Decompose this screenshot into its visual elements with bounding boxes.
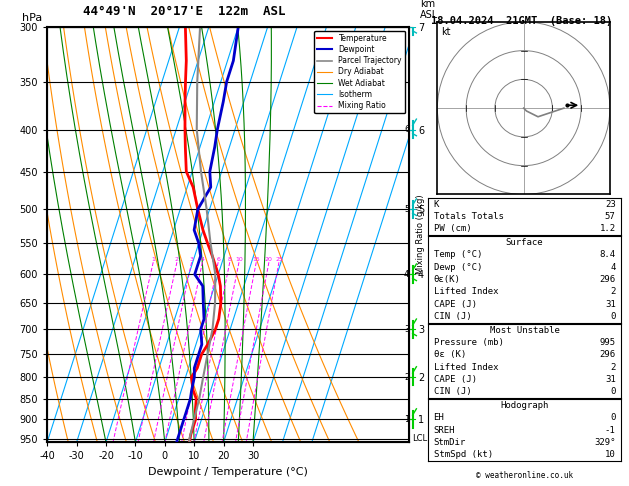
Text: CIN (J): CIN (J)	[433, 312, 471, 321]
Text: 5: 5	[404, 205, 409, 214]
Text: 44°49'N  20°17'E  122m  ASL: 44°49'N 20°17'E 122m ASL	[84, 5, 286, 18]
Text: 31: 31	[605, 300, 616, 309]
Text: 2: 2	[610, 363, 616, 372]
Text: 4: 4	[610, 262, 616, 272]
Text: 0: 0	[610, 387, 616, 397]
Text: km
ASL: km ASL	[420, 0, 438, 20]
Text: 0: 0	[610, 413, 616, 422]
Text: EH: EH	[433, 413, 444, 422]
Text: 10: 10	[235, 257, 243, 262]
Text: 296: 296	[599, 350, 616, 359]
Text: Lifted Index: Lifted Index	[433, 363, 498, 372]
Text: Surface: Surface	[506, 238, 543, 247]
Text: 6: 6	[216, 257, 220, 262]
Text: 3: 3	[404, 325, 409, 334]
Text: StmSpd (kt): StmSpd (kt)	[433, 451, 493, 459]
Text: 31: 31	[605, 375, 616, 384]
Text: 57: 57	[605, 212, 616, 221]
Text: Mixing Ratio (g/kg): Mixing Ratio (g/kg)	[416, 195, 425, 274]
Text: Dewp (°C): Dewp (°C)	[433, 262, 482, 272]
Text: 0: 0	[610, 312, 616, 321]
X-axis label: Dewpoint / Temperature (°C): Dewpoint / Temperature (°C)	[148, 467, 308, 477]
Text: 18.04.2024  21GMT  (Base: 18): 18.04.2024 21GMT (Base: 18)	[431, 16, 612, 26]
Text: 25: 25	[275, 257, 283, 262]
Text: 6: 6	[404, 125, 409, 134]
Text: hPa: hPa	[22, 13, 42, 22]
Text: CIN (J): CIN (J)	[433, 387, 471, 397]
Text: Totals Totals: Totals Totals	[433, 212, 503, 221]
Text: 20: 20	[265, 257, 273, 262]
Text: θε(K): θε(K)	[433, 275, 460, 284]
Text: Pressure (mb): Pressure (mb)	[433, 338, 503, 347]
Text: 1: 1	[404, 415, 409, 424]
Text: CAPE (J): CAPE (J)	[433, 300, 477, 309]
Text: kt: kt	[441, 27, 450, 37]
Text: © weatheronline.co.uk: © weatheronline.co.uk	[476, 471, 573, 480]
Text: K: K	[433, 200, 439, 208]
Text: Hodograph: Hodograph	[501, 401, 548, 410]
Text: StmDir: StmDir	[433, 438, 466, 447]
Text: 2: 2	[175, 257, 179, 262]
Text: LCL: LCL	[413, 434, 428, 443]
Text: 329°: 329°	[594, 438, 616, 447]
Text: 3: 3	[189, 257, 194, 262]
Text: θε (K): θε (K)	[433, 350, 466, 359]
Text: 4: 4	[201, 257, 204, 262]
Text: PW (cm): PW (cm)	[433, 225, 471, 233]
Text: 2: 2	[404, 373, 409, 382]
Text: CAPE (J): CAPE (J)	[433, 375, 477, 384]
Text: 1: 1	[151, 257, 155, 262]
Text: Lifted Index: Lifted Index	[433, 287, 498, 296]
Text: 1.2: 1.2	[599, 225, 616, 233]
Text: 4: 4	[404, 270, 409, 279]
Text: SREH: SREH	[433, 426, 455, 434]
Text: 15: 15	[252, 257, 260, 262]
Text: Most Unstable: Most Unstable	[489, 326, 560, 334]
Text: 10: 10	[605, 451, 616, 459]
Text: 8: 8	[228, 257, 231, 262]
Text: -1: -1	[605, 426, 616, 434]
Text: Temp (°C): Temp (°C)	[433, 250, 482, 259]
Legend: Temperature, Dewpoint, Parcel Trajectory, Dry Adiabat, Wet Adiabat, Isotherm, Mi: Temperature, Dewpoint, Parcel Trajectory…	[314, 31, 405, 113]
Text: 8.4: 8.4	[599, 250, 616, 259]
Text: 995: 995	[599, 338, 616, 347]
Text: 296: 296	[599, 275, 616, 284]
Text: 23: 23	[605, 200, 616, 208]
Text: 2: 2	[610, 287, 616, 296]
